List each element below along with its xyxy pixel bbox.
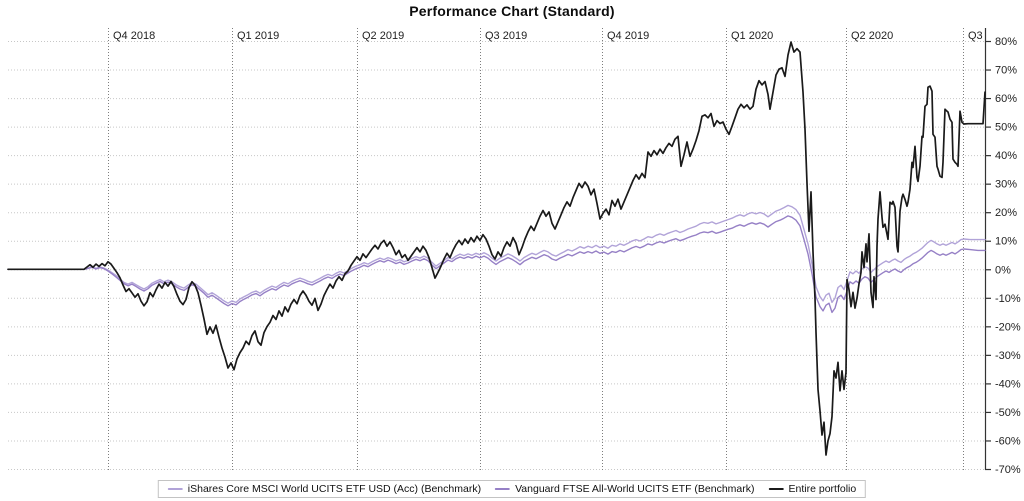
- legend-label: Vanguard FTSE All-World UCITS ETF (Bench…: [515, 483, 755, 495]
- legend-item-vanguard-benchmark: Vanguard FTSE All-World UCITS ETF (Bench…: [495, 483, 755, 495]
- y-axis-label: 60%: [995, 93, 1017, 105]
- legend-line-swatch: [167, 488, 183, 490]
- chart-legend: iShares Core MSCI World UCITS ETF USD (A…: [157, 480, 867, 498]
- y-axis-label: -60%: [995, 435, 1021, 447]
- series-line-2: [7, 41, 986, 456]
- y-axis-label: -70%: [995, 464, 1021, 476]
- y-axis-label: 30%: [995, 179, 1017, 191]
- y-axis-label: 70%: [995, 65, 1017, 77]
- x-axis-label: Q1 2019: [237, 30, 279, 42]
- x-axis-label: Q2 2020: [851, 30, 893, 42]
- y-axis-label: 50%: [995, 122, 1017, 134]
- x-axis-label: Q4 2018: [113, 30, 155, 42]
- x-axis-label: Q4 2019: [607, 30, 649, 42]
- series-line-0: [7, 204, 986, 304]
- series-line-1: [7, 215, 986, 314]
- x-axis-label: Q1 2020: [731, 30, 773, 42]
- y-axis-label: 10%: [995, 236, 1017, 248]
- x-axis-label: Q3 2019: [485, 30, 527, 42]
- legend-label: Entire portfolio: [788, 483, 857, 495]
- legend-line-swatch: [768, 488, 784, 490]
- legend-item-ishares-benchmark: iShares Core MSCI World UCITS ETF USD (A…: [167, 483, 482, 495]
- x-axis-label: Q2 2019: [362, 30, 404, 42]
- legend-label: iShares Core MSCI World UCITS ETF USD (A…: [187, 483, 482, 495]
- y-axis-label: -20%: [995, 321, 1021, 333]
- legend-line-swatch: [495, 488, 511, 490]
- y-axis-label: 0%: [995, 264, 1011, 276]
- legend-item-entire-portfolio: Entire portfolio: [768, 483, 857, 495]
- y-axis-label: -50%: [995, 407, 1021, 419]
- y-axis-label: -10%: [995, 293, 1021, 305]
- y-axis-label: 20%: [995, 207, 1017, 219]
- y-axis-label: -30%: [995, 350, 1021, 362]
- chart-title: Performance Chart (Standard): [409, 3, 615, 19]
- y-axis-label: 80%: [995, 36, 1017, 48]
- y-axis-label: 40%: [995, 150, 1017, 162]
- y-axis-label: -40%: [995, 378, 1021, 390]
- x-axis-label: Q3: [968, 30, 983, 42]
